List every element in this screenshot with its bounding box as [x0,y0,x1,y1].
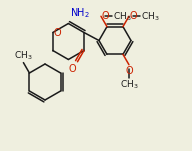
Text: O: O [125,66,133,76]
Text: CH$_3$: CH$_3$ [120,79,138,91]
Text: NH$_2$: NH$_2$ [70,7,90,21]
Text: O: O [130,11,138,21]
Text: CH$_3$: CH$_3$ [14,49,33,62]
Text: CH$_3$: CH$_3$ [141,10,160,22]
Text: O: O [54,27,61,37]
Text: O: O [69,64,76,74]
Text: O: O [102,11,110,21]
Text: CH$_3$: CH$_3$ [113,10,132,22]
